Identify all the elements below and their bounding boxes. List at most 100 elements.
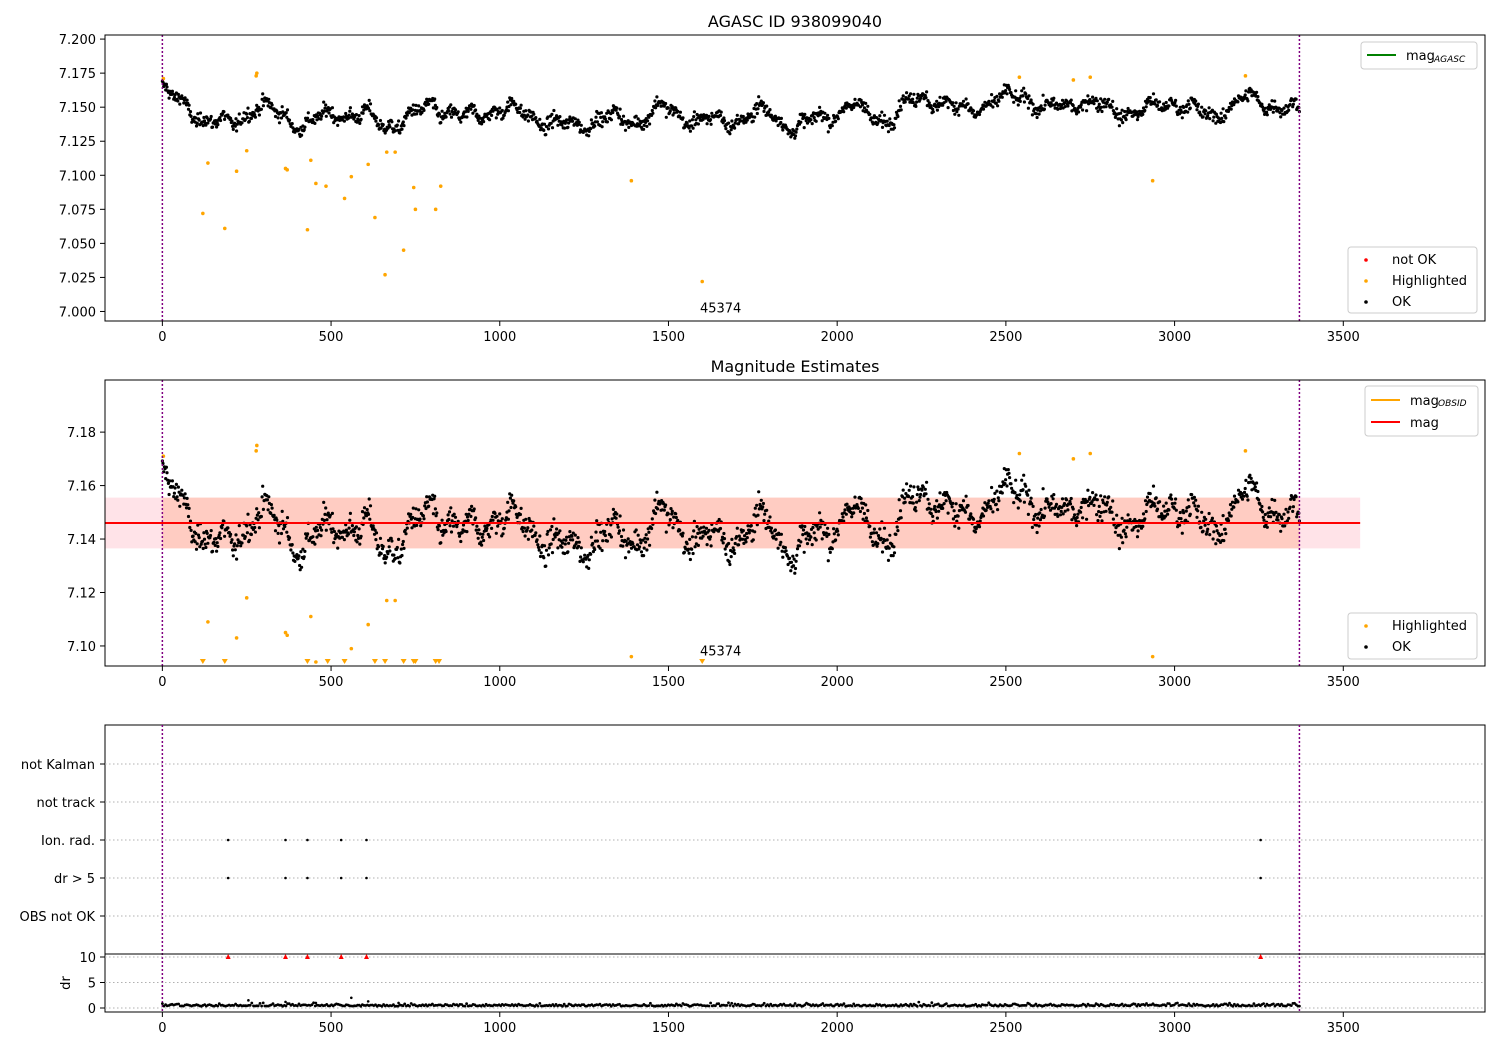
ok-point: [190, 540, 194, 544]
y-tick-label: 10: [79, 951, 96, 966]
ok-point: [709, 544, 713, 548]
ok-point: [1054, 101, 1059, 105]
ok-point: [1100, 519, 1104, 523]
ok-point: [1152, 502, 1156, 506]
ok-point: [1186, 498, 1190, 502]
ok-point: [898, 509, 903, 513]
ok-point: [165, 471, 169, 475]
dr-point: [793, 1002, 797, 1005]
ok-point: [167, 96, 171, 100]
ok-point: [668, 109, 672, 113]
ok-point: [410, 526, 414, 530]
ok-point: [589, 127, 593, 131]
ok-point: [816, 527, 820, 531]
ok-point: [587, 566, 591, 571]
highlighted-point: [1071, 457, 1076, 461]
highlighted-point: [413, 207, 418, 212]
ok-point: [506, 500, 510, 504]
ok-point: [567, 541, 571, 545]
ok-point: [920, 488, 924, 492]
ok-point: [293, 559, 297, 564]
ok-point: [991, 510, 995, 514]
ok-point: [422, 108, 426, 112]
ok-point: [794, 559, 798, 563]
ok-point: [1098, 514, 1102, 519]
ok-point: [610, 517, 614, 521]
ok-point: [277, 541, 282, 545]
ok-point: [986, 501, 990, 505]
ok-point: [951, 101, 955, 105]
ok-point: [395, 545, 399, 550]
ok-point: [1026, 96, 1030, 101]
highlighted-point: [384, 150, 389, 154]
ok-point: [708, 535, 713, 539]
ok-point: [674, 512, 678, 516]
ok-point: [570, 534, 574, 538]
ok-point: [400, 127, 404, 131]
ok-point: [1043, 103, 1047, 107]
ok-point: [655, 95, 659, 99]
x-tick-label: 3000: [1158, 675, 1191, 690]
ok-point: [542, 128, 546, 132]
ok-point: [358, 121, 362, 125]
ok-point: [916, 485, 920, 489]
ok-point: [1060, 98, 1065, 102]
ok-point: [393, 129, 397, 133]
obsid-annotation: 45374: [700, 301, 741, 316]
ok-point: [460, 531, 464, 535]
ok-point: [222, 110, 226, 114]
ok-point: [803, 524, 807, 529]
ok-point: [654, 511, 658, 516]
ok-point: [905, 482, 909, 486]
ok-point: [1154, 496, 1158, 500]
dr-point: [725, 1004, 729, 1007]
ok-point: [449, 530, 454, 534]
ok-point: [956, 514, 960, 518]
ok-point: [1153, 504, 1157, 508]
ok-point: [188, 110, 193, 114]
ok-point: [1174, 98, 1178, 102]
ok-point: [272, 513, 276, 518]
ok-point: [194, 116, 198, 120]
ok-point: [465, 515, 470, 519]
ok-point: [253, 525, 257, 530]
dr-point: [649, 1001, 652, 1005]
ok-point: [971, 517, 976, 521]
legend-top: mag AGASC: [1360, 41, 1478, 70]
ok-point: [326, 511, 330, 515]
ok-point: [167, 492, 171, 497]
ok-point: [1229, 514, 1233, 518]
ok-point: [1104, 509, 1108, 513]
flag-point: [284, 876, 287, 880]
ok-point: [448, 112, 452, 116]
ok-point: [983, 501, 987, 505]
ok-point: [1141, 112, 1145, 116]
ok-point: [184, 506, 189, 510]
ok-point: [751, 119, 755, 123]
ok-point: [964, 97, 968, 101]
ok-point: [830, 547, 834, 551]
ok-point: [762, 519, 766, 523]
ok-point: [466, 109, 470, 113]
highlighted-point: [411, 185, 416, 190]
ok-point: [753, 530, 757, 534]
ok-point: [781, 128, 785, 132]
x-tick-label: 0: [158, 675, 166, 690]
ok-point: [318, 525, 322, 530]
ok-point: [898, 104, 903, 108]
ok-point: [832, 113, 836, 118]
ok-point: [1024, 92, 1028, 96]
ok-point: [374, 116, 379, 120]
ok-point: [1113, 115, 1117, 119]
ok-point: [409, 512, 413, 517]
ok-point: [878, 114, 882, 118]
ok-point: [1079, 505, 1083, 510]
ok-point: [587, 558, 591, 562]
ok-point: [336, 123, 340, 127]
ok-point: [298, 568, 302, 572]
ok-point: [1018, 493, 1022, 497]
y-tick-label: 7.12: [67, 586, 96, 601]
ok-point: [852, 105, 856, 110]
ok-point: [435, 105, 439, 110]
ok-point: [1242, 490, 1247, 494]
